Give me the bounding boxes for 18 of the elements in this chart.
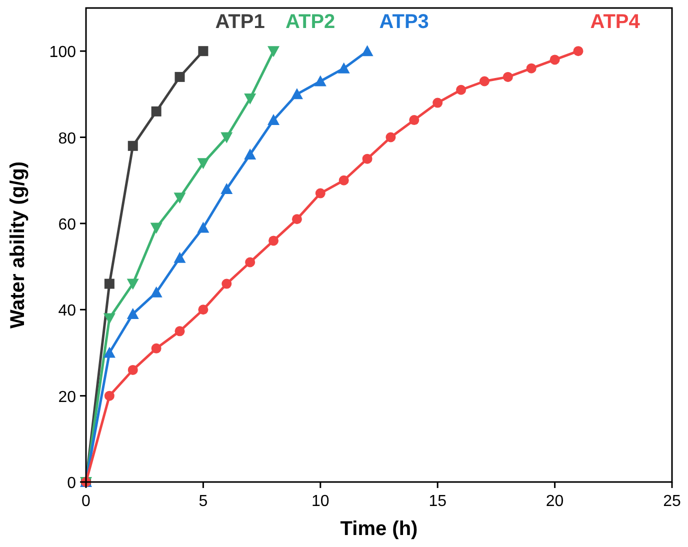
x-axis-title: Time (h) xyxy=(340,518,418,540)
x-tick-label: 5 xyxy=(198,493,208,510)
series-label: ATP1 xyxy=(215,11,265,33)
y-tick-label: 20 xyxy=(58,388,76,406)
x-tick-label: 20 xyxy=(546,493,564,510)
x-tick-label: 25 xyxy=(663,493,681,510)
y-tick-label: 100 xyxy=(49,44,76,62)
y-tick-label: 0 xyxy=(67,475,76,492)
y-tick-label: 40 xyxy=(58,302,76,320)
x-tick-label: 10 xyxy=(312,493,330,510)
series-label: ATP2 xyxy=(286,11,336,33)
series-label: ATP3 xyxy=(379,11,429,33)
x-tick-label: 15 xyxy=(428,493,447,510)
y-tick-label: 80 xyxy=(58,130,76,148)
x-tick-label: 0 xyxy=(82,493,91,510)
series-label: ATP4 xyxy=(590,11,641,33)
y-axis-title: Water ability (g/g) xyxy=(7,161,29,329)
y-tick-label: 60 xyxy=(58,216,76,234)
